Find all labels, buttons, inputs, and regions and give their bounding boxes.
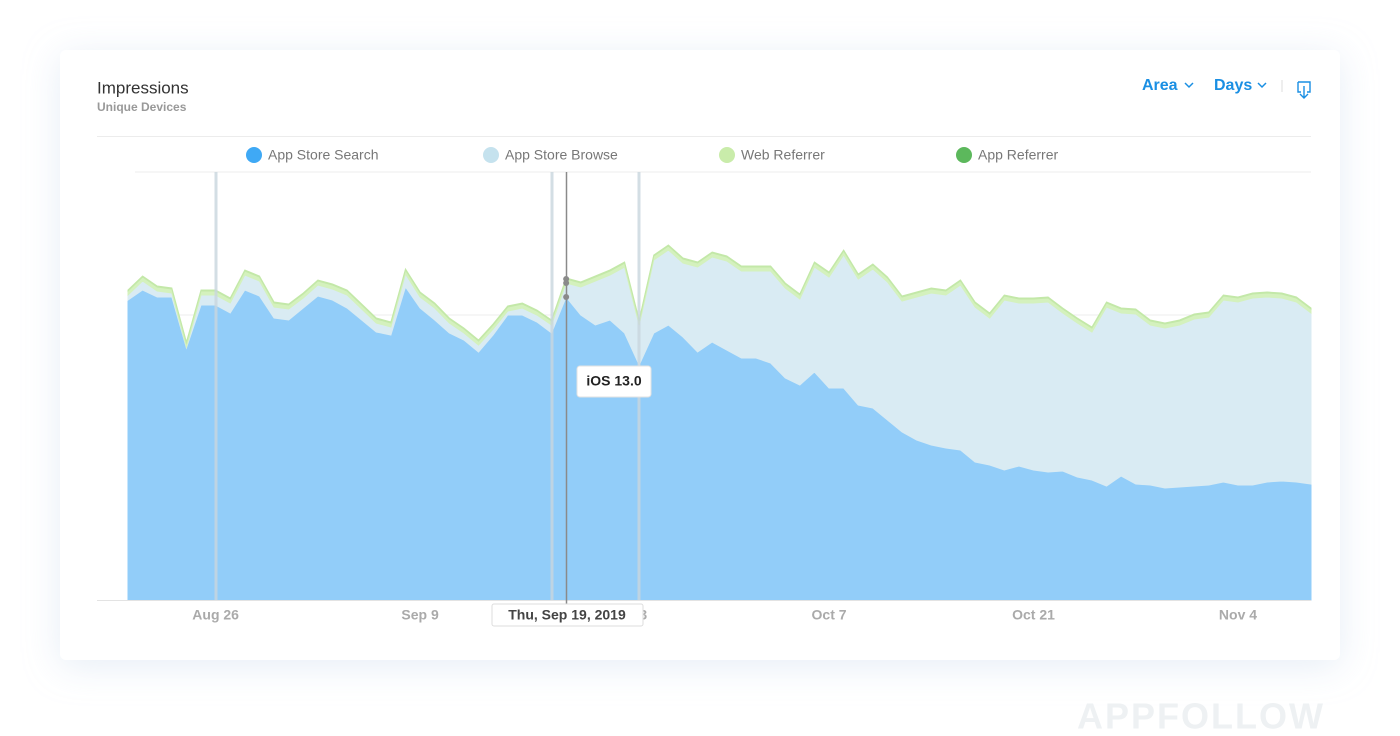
legend-swatch — [483, 147, 499, 163]
tooltip-label: Thu, Sep 19, 2019 — [508, 607, 626, 623]
chevron — [1184, 82, 1194, 89]
x-tick-label: Aug 26 — [192, 607, 239, 623]
annotation-box — [576, 365, 652, 398]
period-dropdown[interactable]: Days — [1214, 77, 1267, 94]
type-dropdown[interactable]: Area — [1142, 77, 1194, 94]
x-tick-label: Oct 7 — [812, 607, 847, 623]
hover-dot — [563, 276, 570, 282]
chart-title: Impressions — [97, 78, 189, 97]
legend-item: App Store Browse — [483, 147, 618, 163]
legend-item: Web Referrer — [719, 147, 825, 163]
chevron — [1257, 82, 1267, 89]
legend-label: App Store Search — [268, 147, 379, 163]
area — [127, 244, 1312, 345]
download-button[interactable] — [1297, 81, 1311, 99]
legend-label: Web Referrer — [741, 147, 825, 163]
watermark: APPFOLLOW — [1077, 696, 1325, 731]
x-tick-label: Sep 9 — [401, 607, 439, 623]
legend-label: App Store Browse — [505, 147, 618, 163]
legend-swatch — [246, 147, 262, 163]
annotation-label: iOS 13.0 — [586, 373, 641, 389]
tooltip-box — [491, 603, 644, 627]
dropdown-label[interactable]: Area — [1142, 77, 1178, 94]
legend-label: App Referrer — [978, 147, 1058, 163]
legend-item: App Store Search — [246, 147, 379, 163]
hover-dot — [563, 294, 570, 300]
chart-subtitle: Unique Devices — [97, 100, 187, 114]
legend-swatch — [956, 147, 972, 163]
x-tick-label: Nov 4 — [1219, 607, 1257, 623]
legend-item: App Referrer — [956, 147, 1058, 163]
x-tick-label: Oct 21 — [1012, 607, 1055, 623]
dropdown-label[interactable]: Days — [1214, 77, 1252, 94]
download-icon[interactable] — [1297, 81, 1311, 99]
legend-swatch — [719, 147, 735, 163]
overlay — [563, 276, 570, 300]
